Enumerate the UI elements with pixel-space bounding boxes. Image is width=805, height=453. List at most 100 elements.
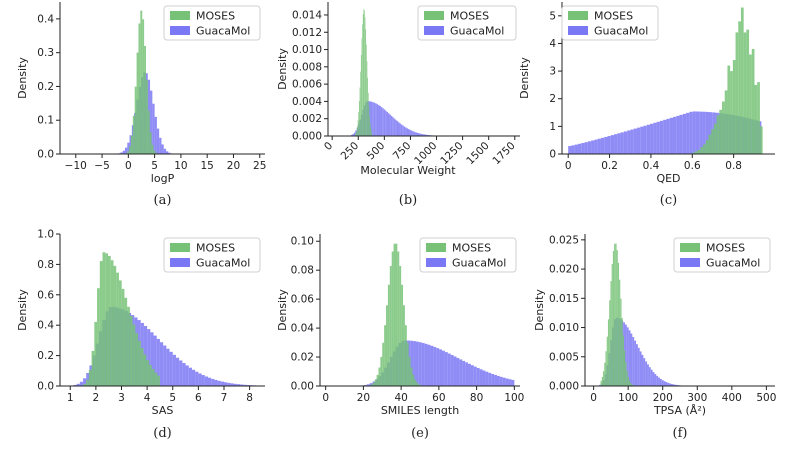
histogram-bar <box>367 61 368 136</box>
histogram-bar <box>414 380 416 386</box>
histogram-bar <box>585 142 588 154</box>
histogram-bar <box>142 19 144 154</box>
histogram-bar <box>382 108 383 136</box>
x-tick-label: 1750 <box>490 140 517 167</box>
histogram-bar <box>634 129 637 154</box>
histogram-bar <box>663 120 666 154</box>
histogram-bar <box>439 349 442 386</box>
x-tick-label: 100 <box>618 392 638 404</box>
histogram-bar <box>124 298 127 386</box>
histogram-bar <box>581 143 584 154</box>
histogram-bar <box>425 344 428 386</box>
x-tick-label: 400 <box>722 392 742 404</box>
histogram-bar <box>214 380 217 386</box>
histogram-bar <box>733 60 736 154</box>
histogram-bar <box>412 131 413 136</box>
legend-label-guacamol: GuacaMol <box>594 25 648 38</box>
histogram-bar <box>409 357 411 386</box>
histogram-bar <box>433 347 436 386</box>
y-tick-label: 0.000 <box>292 131 322 143</box>
histogram-bar <box>644 126 647 154</box>
histogram-bar <box>657 122 660 154</box>
histogram-bar <box>511 380 514 386</box>
histogram-bar <box>89 370 92 386</box>
x-axis-label: SAS <box>152 404 174 417</box>
histogram-bar <box>381 107 382 136</box>
histogram-bar <box>176 358 179 386</box>
histogram-bar <box>371 128 372 136</box>
histogram-bar <box>408 129 409 136</box>
histogram-bar <box>419 342 422 386</box>
histogram-bar <box>384 109 385 136</box>
histogram-bar <box>588 141 591 154</box>
histogram-bar <box>717 115 720 154</box>
y-tick-label: 0.015 <box>549 293 579 305</box>
panel-caption: (c) <box>660 193 677 208</box>
histogram-bar <box>377 104 378 136</box>
histogram-bar <box>360 72 361 136</box>
y-tick-label: 3 <box>549 66 556 78</box>
histogram-bar <box>365 17 366 136</box>
histogram-bar <box>127 307 130 386</box>
y-axis-label: Density <box>533 289 546 331</box>
y-tick-label: 0.008 <box>292 61 322 73</box>
histogram-bar <box>645 361 647 386</box>
histogram-bar <box>133 116 135 154</box>
histogram-bar <box>736 32 739 154</box>
legend-label-moses: MOSES <box>706 242 745 255</box>
histogram-bar <box>366 44 367 136</box>
x-tick-label: 0 <box>322 392 329 404</box>
histogram-bar <box>401 285 403 386</box>
legend-label-moses: MOSES <box>196 10 235 23</box>
legend-label-guacamol: GuacaMol <box>196 257 250 270</box>
histogram-bar <box>407 128 408 136</box>
histogram-bar <box>409 130 410 136</box>
histogram-bar <box>738 21 741 154</box>
x-tick-label: 25 <box>253 160 266 172</box>
histogram-bar <box>506 379 509 386</box>
histogram-bar <box>454 356 457 386</box>
histogram-bar <box>624 350 625 386</box>
histogram-bar <box>614 244 615 386</box>
histogram-bar <box>711 129 714 154</box>
x-tick-label: 6 <box>195 392 202 404</box>
legend-swatch-guacamol <box>424 26 444 35</box>
histogram-bar <box>161 144 163 154</box>
histogram-bar <box>125 148 127 154</box>
histogram-bar <box>390 266 392 386</box>
histogram-bar <box>503 378 506 386</box>
y-tick-label: 0.014 <box>292 9 322 21</box>
histogram-bar <box>608 136 611 154</box>
histogram-bar <box>608 319 609 386</box>
y-tick-label: 0.010 <box>549 322 579 334</box>
histogram-bar <box>615 244 616 386</box>
histogram-bar <box>612 264 613 386</box>
x-axis-label: Molecular Weight <box>360 164 456 177</box>
y-tick-label: 0.012 <box>292 27 322 39</box>
histogram-bar <box>722 101 725 154</box>
x-tick-label: 0.2 <box>601 160 618 172</box>
x-tick-label: 80 <box>470 392 483 404</box>
histogram-bar <box>388 285 390 386</box>
histogram-bar <box>601 138 604 154</box>
histogram-bar <box>144 354 147 386</box>
histogram-bar <box>422 343 425 386</box>
histogram-bar <box>749 55 752 154</box>
histogram-bar <box>92 351 95 386</box>
histogram-bar <box>80 382 83 386</box>
histogram-bar <box>113 266 116 386</box>
histogram-bar <box>626 371 627 386</box>
histogram-bar <box>474 367 477 386</box>
histogram-bar <box>119 280 122 386</box>
histogram-bar <box>395 120 396 136</box>
legend-label-guacamol: GuacaMol <box>706 257 760 270</box>
histogram-bar <box>205 376 208 386</box>
histogram-bar <box>211 379 214 386</box>
histogram-bar <box>630 130 633 154</box>
panel-caption: (b) <box>399 193 417 208</box>
histogram-bar <box>146 360 149 386</box>
histogram-bar <box>653 372 655 386</box>
histogram-bar <box>491 374 494 386</box>
histogram-bar <box>395 244 397 386</box>
